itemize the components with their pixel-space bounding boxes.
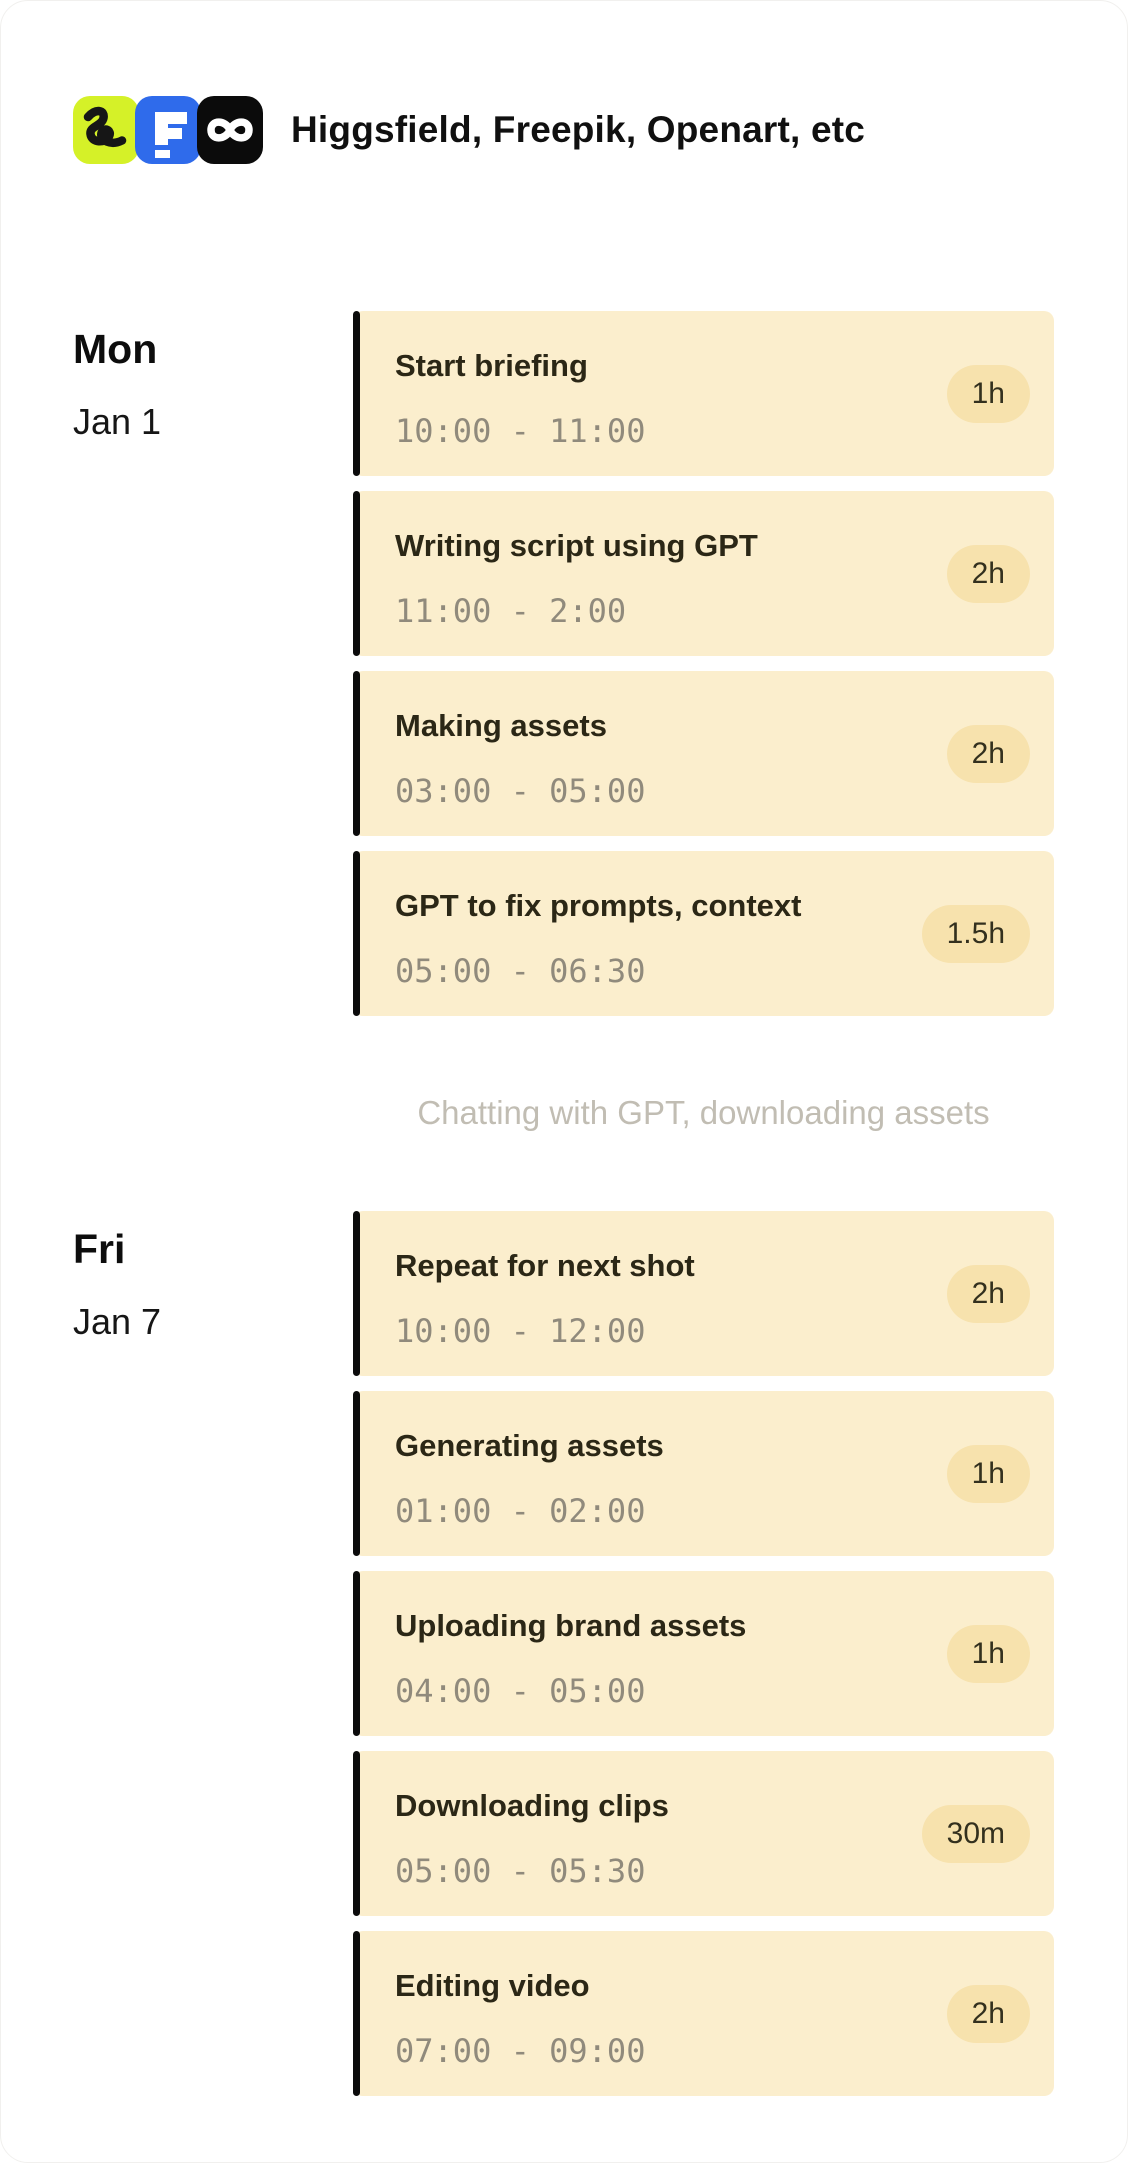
day-header: Mon Jan 1 xyxy=(1,311,353,443)
event-time-range: 10:00 - 11:00 xyxy=(395,412,646,450)
event-card[interactable]: Editing video 07:00 - 09:00 2h xyxy=(353,1931,1054,2096)
event-card[interactable]: Writing script using GPT 11:00 - 2:00 2h xyxy=(353,491,1054,656)
event-duration-badge: 1h xyxy=(946,364,1030,423)
event-time-range: 11:00 - 2:00 xyxy=(395,592,627,630)
event-accent-bar xyxy=(353,1391,360,1556)
event-accent-bar xyxy=(353,491,360,656)
event-time-range: 10:00 - 12:00 xyxy=(395,1312,646,1350)
interstitial-note: Chatting with GPT, downloading assets xyxy=(417,1094,990,1131)
event-duration-badge: 2h xyxy=(946,544,1030,603)
event-duration-badge: 2h xyxy=(946,1264,1030,1323)
header: Higgsfield, Freepik, Openart, etc xyxy=(73,96,1127,164)
day-section: Mon Jan 1 Start briefing 10:00 - 11:00 1… xyxy=(1,311,1127,1031)
freepik-f-icon xyxy=(155,112,187,158)
event-accent-bar xyxy=(353,1931,360,2096)
event-time-range: 01:00 - 02:00 xyxy=(395,1492,646,1530)
events-column: Start briefing 10:00 - 11:00 1h Writing … xyxy=(353,311,1054,1031)
events-column: Repeat for next shot 10:00 - 12:00 2h Ge… xyxy=(353,1211,1054,2111)
event-accent-bar xyxy=(353,1571,360,1736)
openart-app-icon xyxy=(197,96,263,164)
event-card[interactable]: Downloading clips 05:00 - 05:30 30m xyxy=(353,1751,1054,1916)
event-title: Start briefing xyxy=(395,348,588,383)
event-card[interactable]: Start briefing 10:00 - 11:00 1h xyxy=(353,311,1054,476)
event-title: Writing script using GPT xyxy=(395,528,758,563)
event-accent-bar xyxy=(353,311,360,476)
event-card[interactable]: Uploading brand assets 04:00 - 05:00 1h xyxy=(353,1571,1054,1736)
event-time-range: 03:00 - 05:00 xyxy=(395,772,646,810)
event-accent-bar xyxy=(353,851,360,1016)
event-card[interactable]: Repeat for next shot 10:00 - 12:00 2h xyxy=(353,1211,1054,1376)
day-date: Jan 7 xyxy=(73,1301,162,1342)
event-time-range: 07:00 - 09:00 xyxy=(395,2032,646,2070)
event-duration-badge: 2h xyxy=(946,1984,1030,2043)
event-time-range: 05:00 - 05:30 xyxy=(395,1852,646,1890)
squiggle-icon xyxy=(83,106,127,147)
day-section: Fri Jan 7 Repeat for next shot 10:00 - 1… xyxy=(1,1211,1127,2111)
event-duration-badge: 30m xyxy=(921,1804,1030,1863)
event-title: Repeat for next shot xyxy=(395,1248,695,1283)
day-header: Fri Jan 7 xyxy=(1,1211,353,1343)
app-icons xyxy=(73,96,263,164)
event-accent-bar xyxy=(353,1751,360,1916)
event-title: Editing video xyxy=(395,1968,590,2003)
page-title: Higgsfield, Freepik, Openart, etc xyxy=(291,109,866,150)
event-card[interactable]: GPT to fix prompts, context 05:00 - 06:3… xyxy=(353,851,1054,1016)
event-duration-badge: 1h xyxy=(946,1624,1030,1683)
day-name: Mon xyxy=(73,326,158,372)
event-duration-badge: 2h xyxy=(946,724,1030,783)
event-duration-badge: 1h xyxy=(946,1444,1030,1503)
infinity-icon xyxy=(207,118,253,142)
event-time-range: 04:00 - 05:00 xyxy=(395,1672,646,1710)
schedule: Mon Jan 1 Start briefing 10:00 - 11:00 1… xyxy=(1,311,1127,2111)
day-date: Jan 1 xyxy=(73,401,162,442)
event-duration-badge: 1.5h xyxy=(921,904,1030,963)
event-title: Uploading brand assets xyxy=(395,1608,747,1643)
event-card[interactable]: Making assets 03:00 - 05:00 2h xyxy=(353,671,1054,836)
freepik-app-icon xyxy=(135,96,201,164)
event-title: Generating assets xyxy=(395,1428,664,1463)
event-accent-bar xyxy=(353,1211,360,1376)
event-time-range: 05:00 - 06:30 xyxy=(395,952,646,990)
event-title: Making assets xyxy=(395,708,607,743)
event-accent-bar xyxy=(353,671,360,836)
higgsfield-app-icon xyxy=(73,96,139,164)
event-title: GPT to fix prompts, context xyxy=(395,888,802,923)
day-name: Fri xyxy=(73,1226,126,1272)
event-title: Downloading clips xyxy=(395,1788,669,1823)
event-card[interactable]: Generating assets 01:00 - 02:00 1h xyxy=(353,1391,1054,1556)
